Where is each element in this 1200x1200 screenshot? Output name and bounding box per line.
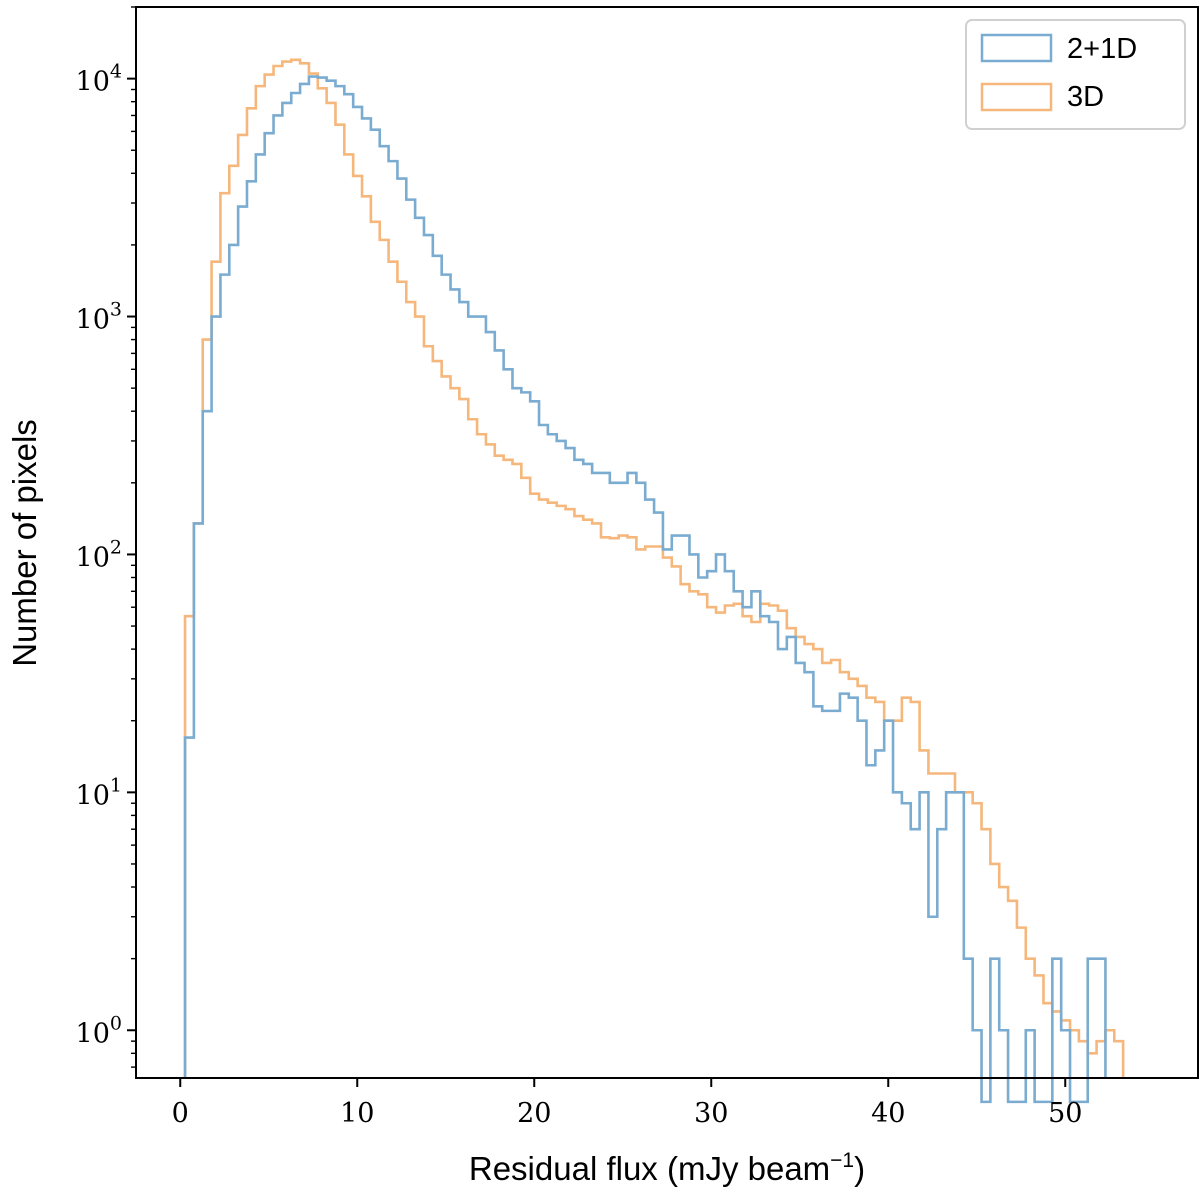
y-tick-label: 104 (76, 61, 122, 98)
y-tick-label: 101 (76, 774, 122, 811)
x-tick-label: 50 (1048, 1098, 1082, 1129)
legend: 2+1D 3D (965, 19, 1186, 130)
legend-label-3d: 3D (1067, 81, 1104, 113)
x-tick-label: 40 (871, 1098, 905, 1129)
y-tick-label: 102 (76, 536, 122, 573)
x-axis-label: Residual flux (mJy beam−1) (469, 1149, 865, 1187)
y-tick-label: 100 (76, 1012, 122, 1049)
legend-swatch-3d (980, 82, 1053, 112)
x-tick-label: 30 (694, 1098, 728, 1129)
legend-label-2plus1d: 2+1D (1067, 33, 1137, 65)
plot-frame (135, 6, 1199, 1079)
series-2-1d (183, 75, 1107, 1104)
x-axis: 0 10 20 30 40 50 (172, 1078, 1082, 1129)
x-axis-label-exponent: −1 (830, 1149, 854, 1172)
y-axis: 100 101 102 103 104 (76, 6, 136, 1068)
x-tick-label: 10 (340, 1098, 374, 1129)
legend-swatch-2plus1d (980, 33, 1053, 63)
x-axis-label-close: ) (854, 1150, 865, 1187)
y-axis-label: Number of pixels (6, 419, 43, 667)
series-3d (183, 58, 1125, 1078)
legend-box (965, 19, 1186, 130)
histogram-step-line (183, 75, 1107, 1104)
histogram-step-line (183, 58, 1125, 1078)
series-layer (183, 58, 1125, 1104)
y-tick-label: 103 (76, 299, 122, 336)
x-tick-label: 0 (172, 1098, 189, 1129)
x-tick-label: 20 (517, 1098, 551, 1129)
